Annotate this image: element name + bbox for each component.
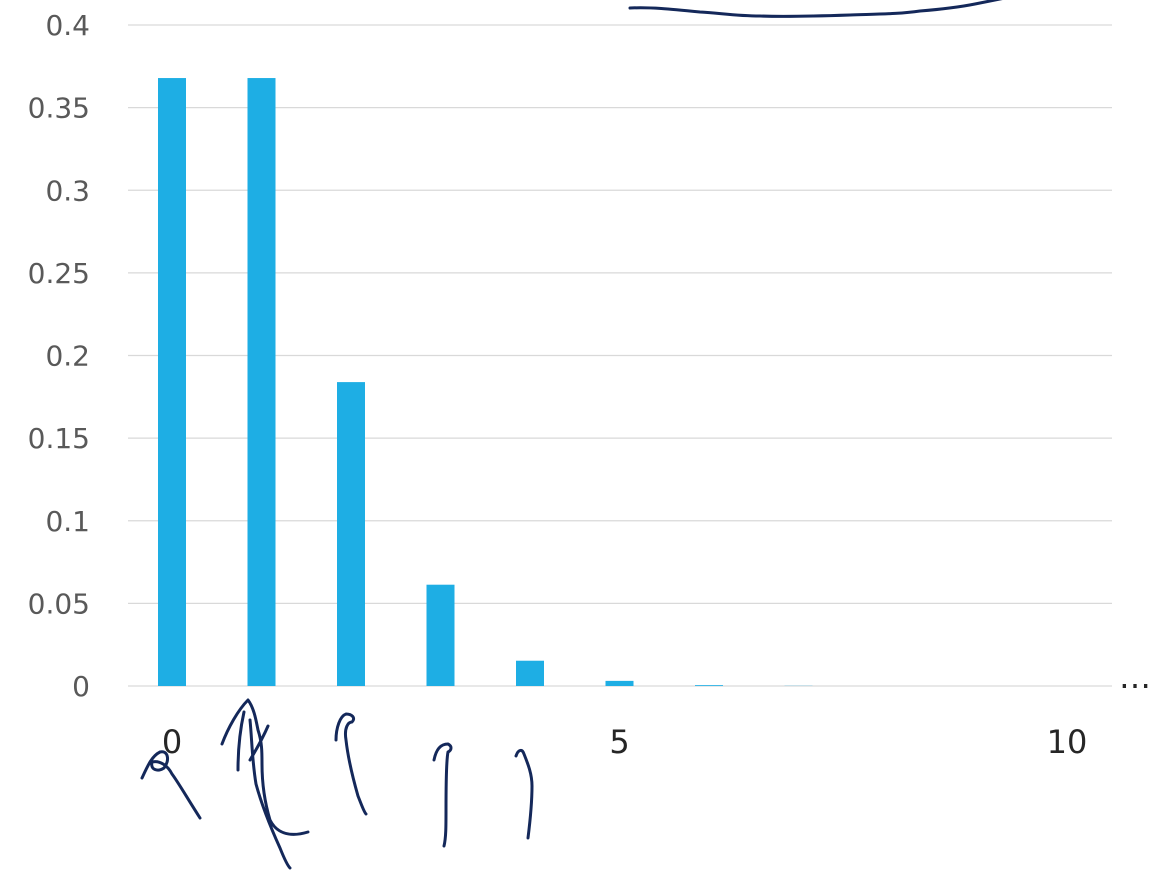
continuation-ellipsis: … [1119,658,1151,696]
ink-arrow-bar-0 [140,750,202,820]
ink-arrow-bar-4 [514,748,534,840]
ink-arrow-bar-1 [220,698,310,870]
bar-1 [247,78,276,687]
y-tick-label: 0.2 [45,340,90,373]
ink-stroke-top-curve [628,0,1003,18]
ink-arrow-bar-3 [432,742,453,848]
y-axis-tick-labels: 0 0.05 0.1 0.15 0.2 0.25 0.3 0.35 0.4 [28,9,90,703]
x-axis-tick-labels: 0 5 10 [162,723,1088,761]
y-tick-label: 0.3 [45,174,90,207]
y-tick-label: 0.15 [28,422,90,455]
bar-3 [426,584,455,686]
ink-arrow-bar-2 [334,712,368,816]
x-tick-label: 10 [1047,723,1088,761]
gridlines [128,24,1112,687]
bars [158,78,813,687]
y-tick-label: 0.25 [28,257,90,290]
y-tick-label: 0.35 [28,92,90,125]
y-tick-label: 0.05 [28,587,90,620]
bar-2 [337,382,365,686]
y-tick-label: 0.1 [45,505,90,538]
bar-5 [605,680,634,686]
bar-4 [516,660,544,686]
y-tick-label: 0.4 [45,9,90,42]
y-tick-label: 0 [72,670,90,703]
bar-6 [695,685,723,686]
x-tick-label: 0 [162,723,182,761]
handwritten-annotations [140,0,1003,870]
x-tick-label: 5 [609,723,629,761]
bar-0 [158,78,186,687]
